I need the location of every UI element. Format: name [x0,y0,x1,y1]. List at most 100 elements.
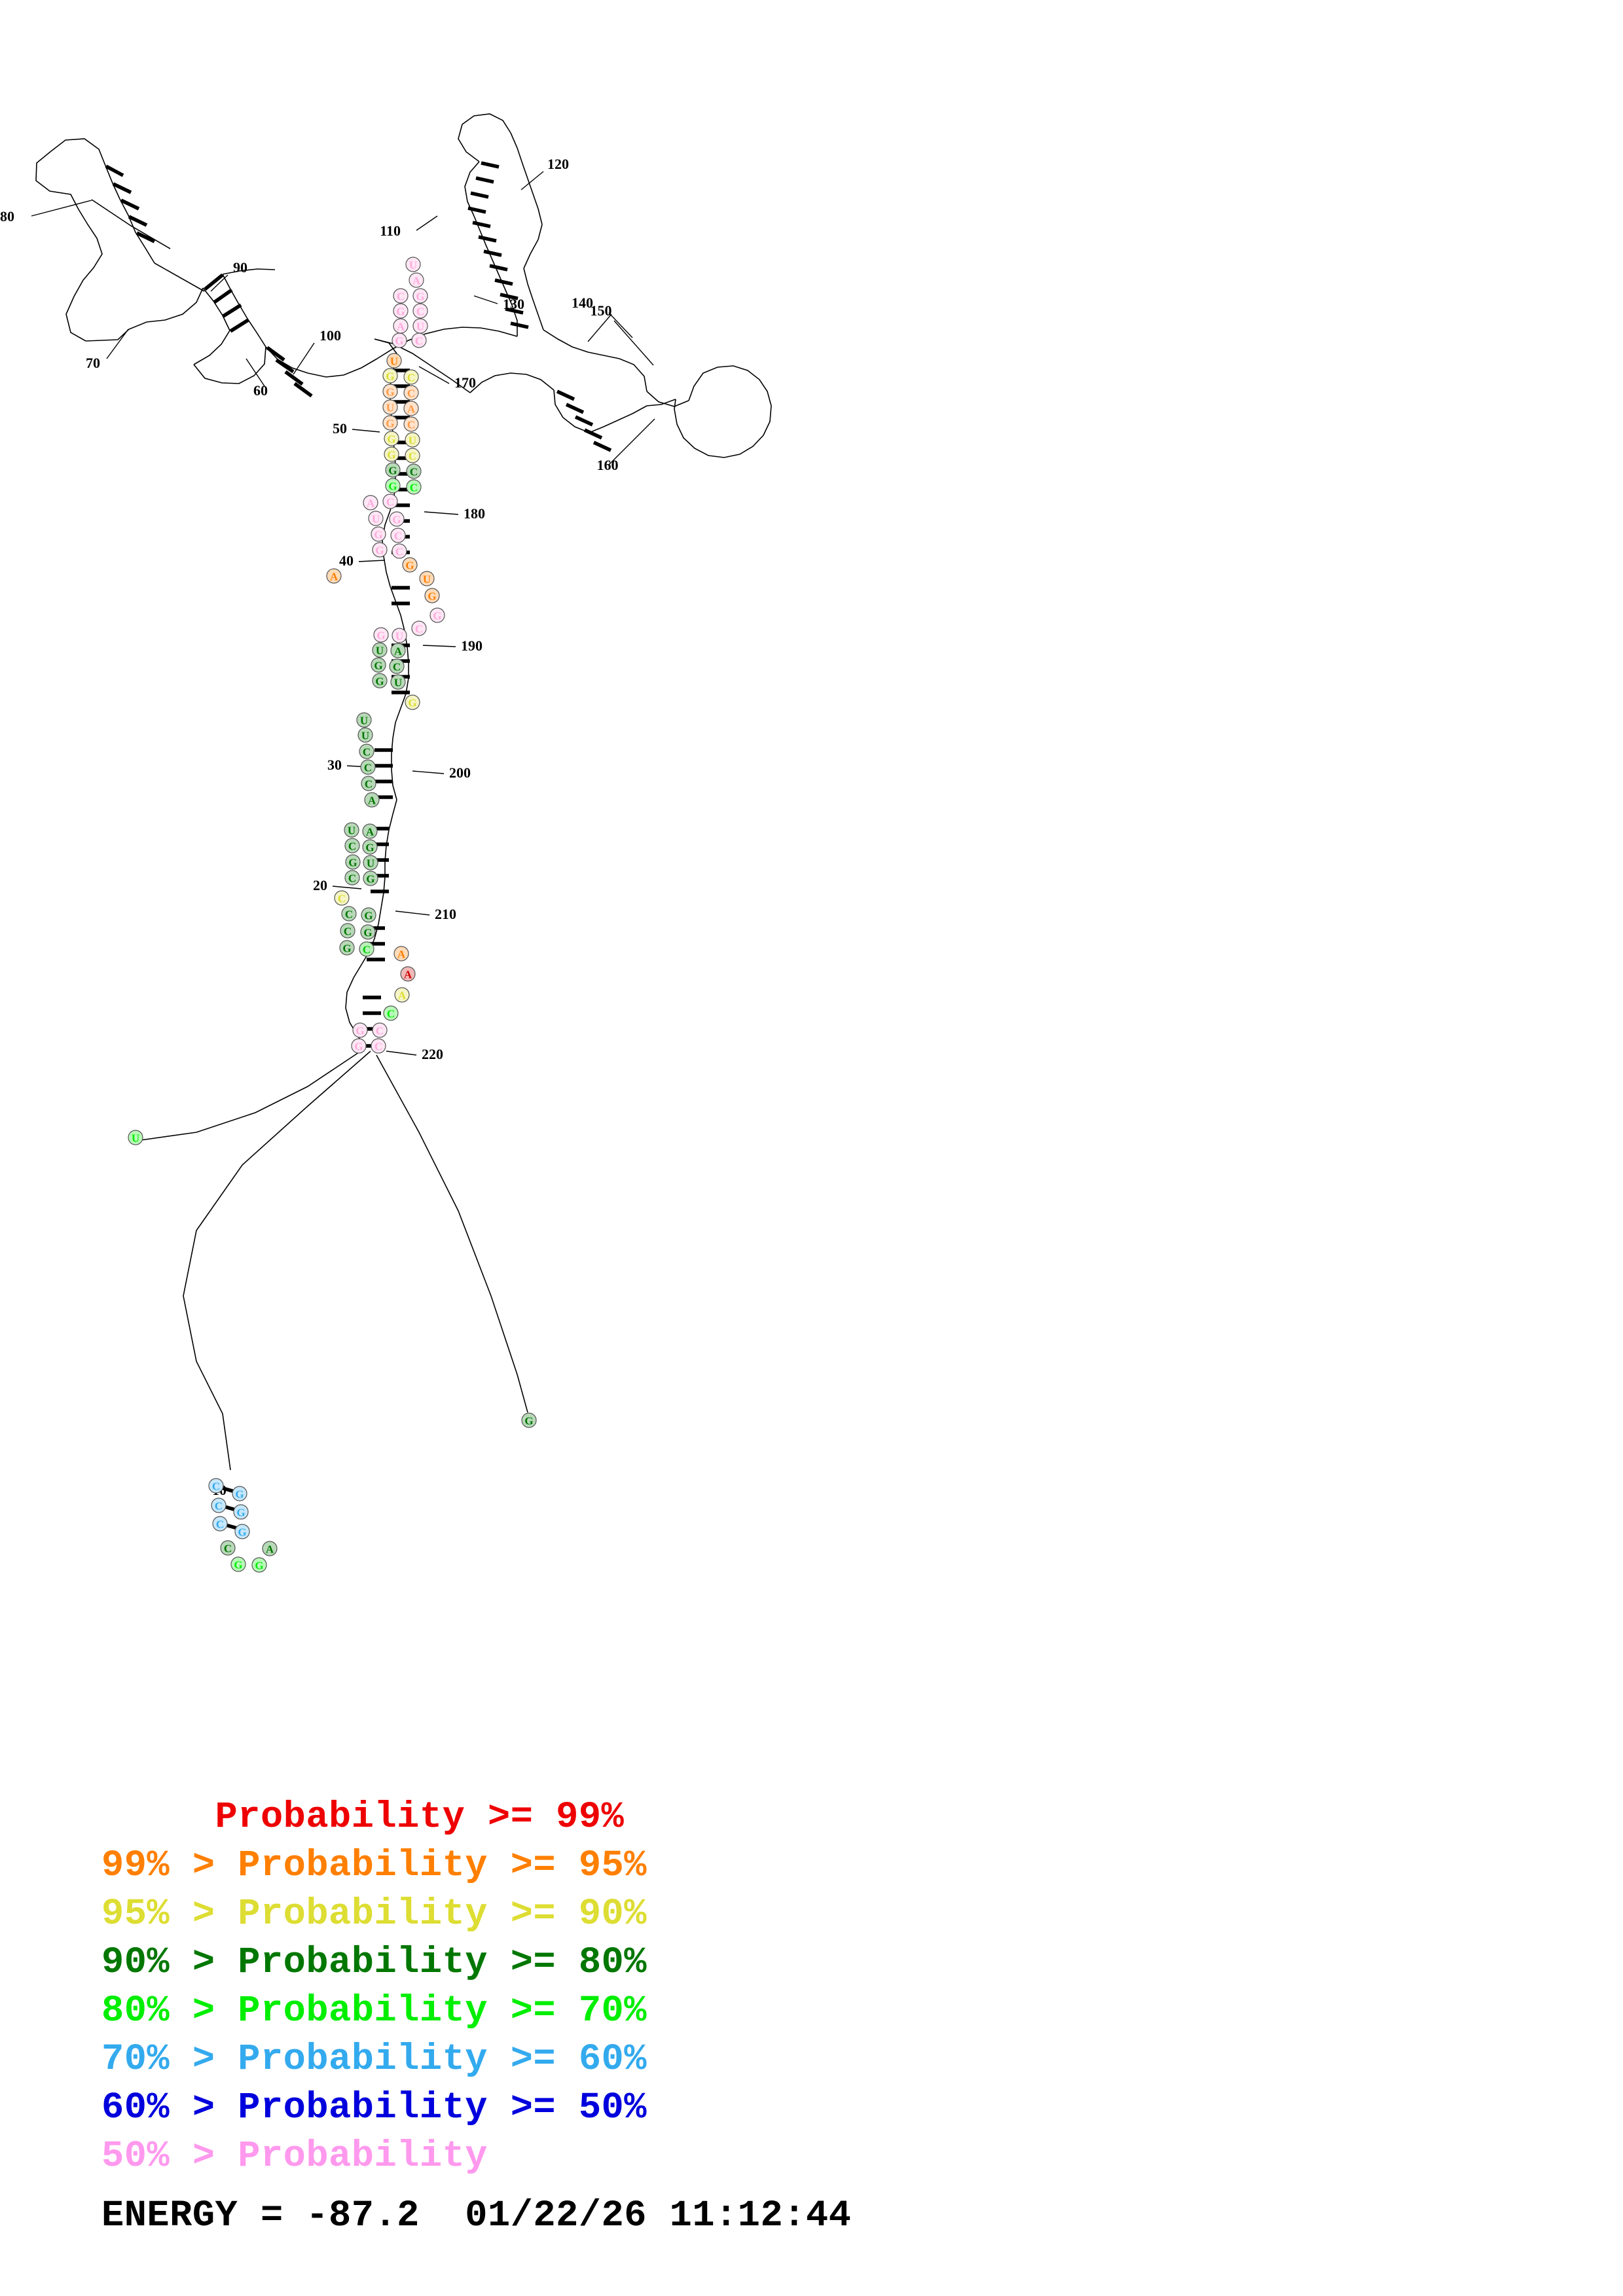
nucleotide-base-letter: G [255,1560,263,1572]
nucleotide-base-letter: C [363,944,371,956]
nucleotide-6: C [212,1516,228,1532]
nucleotide-base-letter: G [238,1526,246,1539]
nucleotide-25: G [361,907,376,923]
nucleotide-81: U [386,353,402,368]
nucleotide-9: G [230,1556,246,1572]
nucleotide-base-letter: G [392,514,401,526]
nucleotide-base-letter: C [215,1500,223,1513]
nucleotide-base-letter: G [364,910,373,922]
nucleotide-base-letter: G [386,418,394,430]
legend-row-95: 99% > Probability >= 95% [101,1845,647,1887]
nucleotide-base-letter: G [342,942,351,955]
nucleotide-base-letter: A [266,1543,274,1556]
nucleotide-85: U [412,318,428,334]
nucleotide-12: G [521,1412,537,1428]
nucleotide-29: C [344,870,360,886]
nucleotide-base-letter: G [524,1415,533,1427]
nucleotide-base-letter: C [407,419,415,431]
position-tick-leaders [31,171,655,1492]
nucleotide-58: C [392,543,407,559]
nucleotide-base-letter: C [415,335,423,348]
rna-structure-panel: .bb { stroke:#000; stroke-width:1.6; fil… [0,113,772,1573]
nucleotide-24: C [340,923,356,939]
nucleotide-19: A [400,966,416,982]
nucleotide-base-letter: G [348,857,357,869]
nucleotide-73: G [382,415,398,431]
nucleotide-base-letter: C [397,291,405,303]
legend-row-70: 80% > Probability >= 70% [101,1990,647,2032]
nucleotide-31: G [345,854,361,870]
nucleotide-80: C [403,369,419,385]
nucleotide-base-letter: U [423,573,431,586]
nucleotide-base-letter: C [338,893,346,905]
nucleotide-82: G [392,332,407,348]
nucleotide-16: C [372,1022,388,1038]
nucleotide-77: G [382,384,398,399]
pos-label-50: 50 [333,420,347,437]
nucleotide-74: C [403,416,419,432]
nucleotide-62: G [389,511,405,527]
nucleotide-70: C [405,448,420,463]
nucleotide-base-letter: A [397,948,406,961]
nucleotide-base-letter: C [393,661,401,673]
nucleotide-base-letter: A [330,571,338,583]
nucleotide-base-letter: A [368,795,376,807]
nucleotide-90: A [409,272,424,288]
nucleotide-27: C [334,890,350,906]
nucleotide-base-letter: G [375,545,384,557]
nucleotide-7: G [234,1524,250,1539]
nucleotide-87: C [412,303,428,319]
nucleotide-base-letter: C [386,496,394,509]
nucleotide-base-letter: A [397,321,405,333]
pos-label-30: 30 [327,757,342,773]
nucleotide-base-letter: C [410,466,418,478]
nucleotide-88: C [393,288,409,304]
pos-label-200: 200 [449,764,471,781]
nucleotide-base-letter: C [348,872,356,885]
nucleotide-base-letter: G [386,386,394,399]
nucleotide-base-letter: U [367,857,374,870]
nucleotide-base-letter: U [409,435,416,447]
pos-label-130: 130 [503,296,524,312]
nucleotide-41: U [356,712,372,728]
nucleotide-42: G [405,694,420,710]
pos-label-170: 170 [454,374,476,391]
nucleotide-86: G [393,303,409,319]
pos-label-150: 150 [591,302,612,319]
nucleotide-base-letter: C [407,387,415,400]
nucleotide-4: C [211,1498,227,1513]
nucleotide-base-letter: G [356,1025,364,1037]
probability-legend: Probability >= 99% 99% > Probability >= … [0,1793,1623,2237]
nucleotide-base-letter: C [212,1480,220,1493]
nucleotide-47: U [372,642,388,658]
nucleotide-base-letter: U [395,630,403,643]
nucleotide-base-letter: G [416,291,424,303]
nucleotide-base-letter: C [216,1518,224,1531]
nucleotide-base-letter: C [395,546,403,558]
nucleotide-18: A [394,987,410,1003]
nucleotide-10: G [251,1557,267,1573]
nucleotide-base-letter: C [407,372,415,384]
nucleotide-base-letter: G [234,1559,242,1571]
nucleotide-base-letter: C [365,778,373,791]
energy-and-timestamp: ENERGY = -87.2 01/22/26 11:12:44 [101,2195,852,2237]
nucleotide-55: G [402,557,418,573]
nucleotide-base-letter: C [348,840,356,853]
nucleotide-40: U [357,727,373,743]
nucleotide-base-letter: C [344,925,352,938]
nucleotide-3: G [232,1486,247,1501]
nucleotide-68: C [406,463,422,479]
pos-label-210: 210 [435,906,456,922]
nucleotide-59: G [371,526,386,542]
nucleotide-45: G [371,657,386,673]
nucleotide-46: C [389,658,405,674]
nucleotide-65: G [385,478,401,493]
nucleotide-69: G [384,446,399,462]
pos-label-70: 70 [86,355,100,371]
nucleotide-60: C [390,528,406,543]
nucleotide-base-letter: G [428,590,436,603]
nucleotide-28: G [363,870,378,886]
nucleotide-base-letter: G [408,697,416,709]
nucleotide-56: A [326,568,342,584]
pos-label-190: 190 [461,637,483,654]
